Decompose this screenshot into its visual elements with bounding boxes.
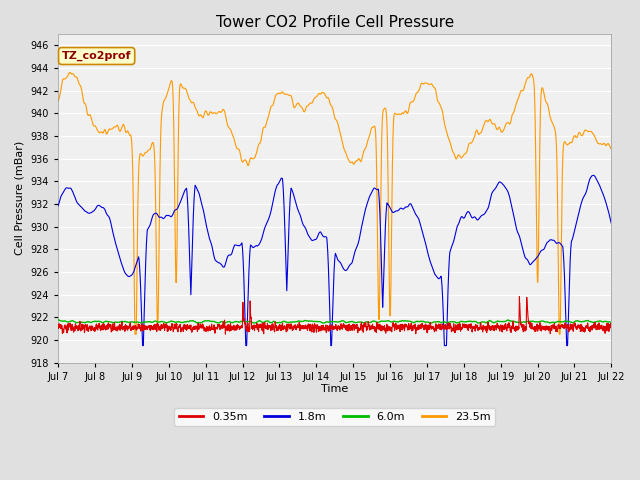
- Y-axis label: Cell Pressure (mBar): Cell Pressure (mBar): [15, 141, 25, 255]
- Title: Tower CO2 Profile Cell Pressure: Tower CO2 Profile Cell Pressure: [216, 15, 454, 30]
- Legend: 0.35m, 1.8m, 6.0m, 23.5m: 0.35m, 1.8m, 6.0m, 23.5m: [175, 408, 495, 427]
- Text: TZ_co2prof: TZ_co2prof: [62, 51, 131, 61]
- X-axis label: Time: Time: [321, 384, 348, 395]
